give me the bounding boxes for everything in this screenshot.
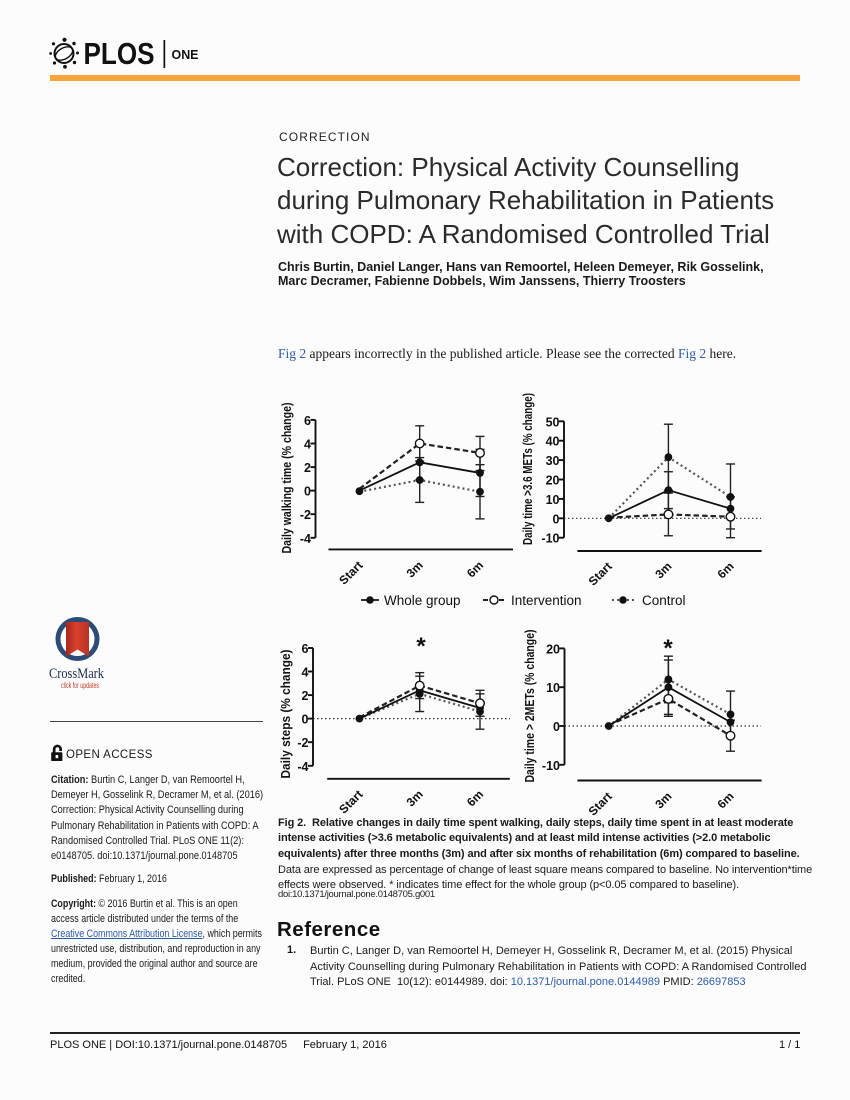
svg-text:Whole group: Whole group — [384, 593, 461, 608]
svg-text:6: 6 — [304, 414, 311, 428]
svg-text:Daily time >3.6 METs (% change: Daily time >3.6 METs (% change) — [520, 393, 535, 545]
svg-text:-4: -4 — [297, 760, 308, 774]
svg-text:Daily steps (% change): Daily steps (% change) — [278, 650, 293, 779]
svg-text:-2: -2 — [297, 736, 308, 750]
svg-text:click for updates: click for updates — [61, 680, 99, 690]
svg-text:6m: 6m — [464, 787, 486, 809]
svg-text:10: 10 — [546, 681, 560, 695]
svg-text:3m: 3m — [404, 787, 426, 809]
svg-text:30: 30 — [546, 454, 560, 468]
svg-text:-10: -10 — [542, 759, 560, 773]
svg-text:0: 0 — [302, 713, 309, 727]
svg-text:Daily walking time (% change): Daily walking time (% change) — [279, 403, 294, 554]
svg-text:20: 20 — [546, 642, 560, 656]
svg-text:4: 4 — [302, 666, 309, 680]
svg-text:3m: 3m — [652, 559, 674, 581]
svg-text:0: 0 — [553, 720, 560, 734]
svg-text:0: 0 — [553, 512, 560, 526]
svg-text:3m: 3m — [652, 789, 674, 811]
svg-text:Start: Start — [336, 787, 365, 816]
svg-text:10: 10 — [546, 493, 560, 507]
svg-text:0: 0 — [304, 485, 311, 499]
svg-text:*: * — [663, 635, 673, 662]
svg-text:6m: 6m — [714, 559, 736, 581]
svg-text:Control: Control — [642, 593, 686, 608]
svg-text:6m: 6m — [464, 558, 486, 580]
svg-text:40: 40 — [546, 435, 560, 449]
svg-text:-4: -4 — [300, 532, 311, 546]
svg-text:6: 6 — [302, 642, 309, 656]
svg-text:50: 50 — [546, 415, 560, 429]
svg-text:Start: Start — [586, 559, 615, 588]
svg-text:*: * — [416, 633, 426, 660]
svg-text:3m: 3m — [404, 558, 426, 580]
svg-text:2: 2 — [302, 689, 309, 703]
svg-text:-10: -10 — [541, 532, 559, 546]
svg-text:Start: Start — [336, 558, 365, 587]
svg-text:-2: -2 — [300, 508, 311, 522]
svg-text:ONE: ONE — [172, 48, 199, 62]
svg-text:PLOS: PLOS — [84, 36, 155, 71]
svg-text:Daily time > 2METs (% change): Daily time > 2METs (% change) — [522, 630, 537, 783]
svg-text:Start: Start — [586, 789, 615, 818]
svg-text:2: 2 — [304, 461, 311, 475]
svg-text:CrossMark: CrossMark — [49, 666, 105, 682]
svg-text:20: 20 — [546, 474, 560, 488]
svg-text:6m: 6m — [714, 789, 736, 811]
svg-text:4: 4 — [304, 438, 311, 452]
svg-text:Intervention: Intervention — [511, 593, 582, 608]
